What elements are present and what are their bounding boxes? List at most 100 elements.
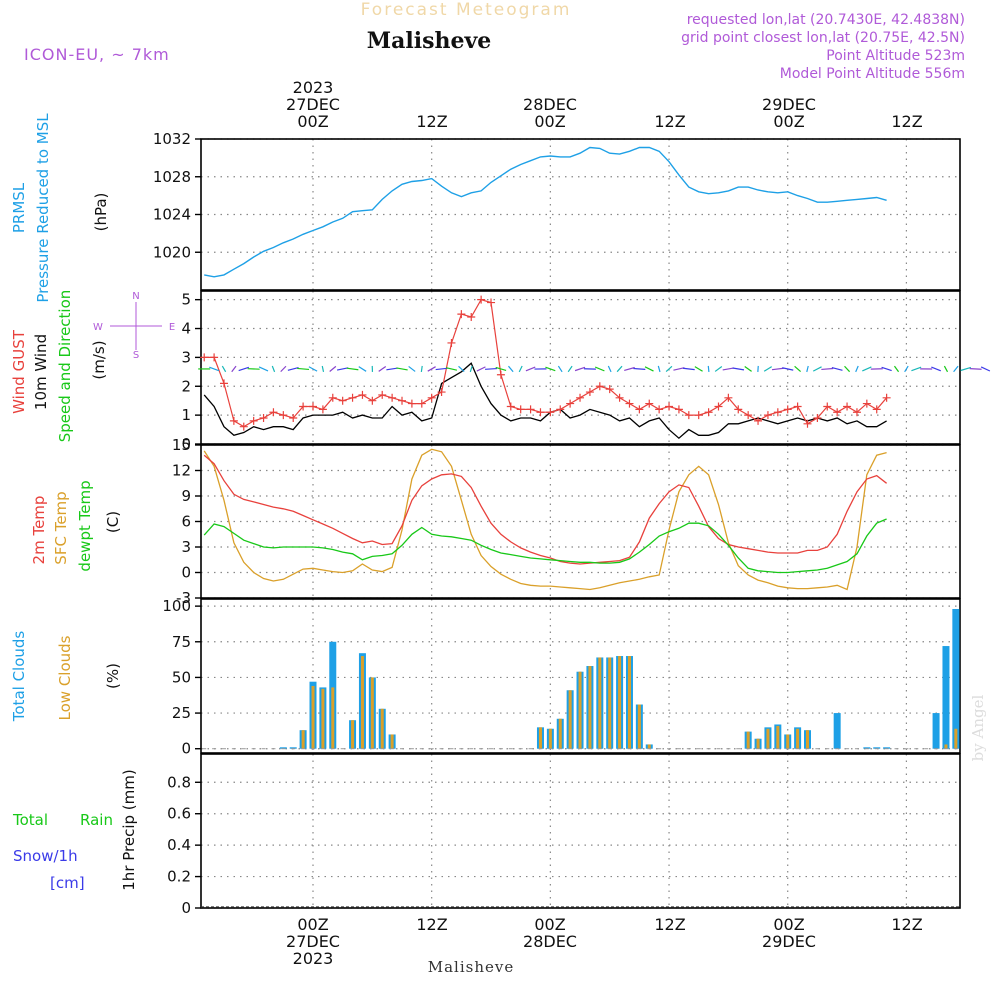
gust-marker [427,393,436,402]
y-tick-label: 1 [181,406,191,424]
prmsl-desc-label: Pressure Reduced to MSL [34,113,52,303]
low-cloud-bar [331,687,335,749]
gust-marker [358,390,367,399]
prmsl-unit-label: (hPa) [92,193,110,232]
top-time-axis: 2023 27DEC 00Z 12Z 28DEC 00Z 12Z 29DEC 0… [286,78,923,131]
wind10-line [203,362,887,440]
gust-marker [526,405,535,414]
gust-marker [694,411,703,420]
low-cloud-bar [786,734,790,749]
y-tick-label: 75 [172,633,191,651]
wind-arrow [812,366,822,372]
gust-marker [724,393,733,402]
gust-marker [388,393,397,402]
gust-marker [477,295,486,304]
wind-dir-label: Speed and Direction [56,290,74,443]
low-cloud-bar [380,708,384,749]
sfc-temp-line [203,448,887,591]
y-tick-label: 0 [181,899,191,917]
bottom-hour-60: 12Z [891,915,922,934]
wind-arrow [904,365,909,373]
gust-marker [348,393,357,402]
gust-marker [595,382,604,391]
wind-arrow [794,365,802,372]
wind-arrow [545,366,556,372]
top-hour-24: 00Z [534,112,565,131]
low-cloud-bar [776,725,780,749]
low-cloud-bar [647,744,651,749]
dewpt-line [203,518,887,574]
wind-arrow [408,365,416,372]
y-tick-label: 15 [172,436,191,454]
gust-marker [309,402,317,411]
gust-marker [318,405,327,414]
gust-marker [744,411,753,420]
total-cloud-bar [932,713,940,749]
gust-marker [852,408,861,417]
temp2m-label: 2m Temp [30,496,48,565]
total-label: Total [12,811,48,829]
wind-arrow [633,367,646,370]
top-date-28: 28DEC [523,95,577,114]
gust-marker [773,408,782,417]
wind-arrow [732,367,745,371]
bottom-date-27: 27DEC [286,932,340,951]
y-tick-label: 3 [181,538,191,556]
wind-arrow [707,365,710,373]
wind-arrow [386,367,398,371]
gust-marker [279,411,288,420]
low-cloud-bar [944,744,948,749]
total-cloud-bar [863,747,871,749]
wind-arrow [378,366,387,372]
low-cloud-bar [568,690,572,749]
wind-arrow [396,367,408,371]
gust-marker [576,393,585,402]
gust-marker [833,408,842,417]
wind-arrow [329,365,337,372]
low-cloud-bar [390,734,394,749]
bottom-date-28: 28DEC [523,932,577,951]
wind-arrow [980,366,991,372]
gust-marker [437,388,446,397]
wind-arrow [321,365,325,373]
wind-arrow [346,367,359,371]
compass-n: N [132,291,139,302]
bottom-hour-24: 00Z [534,915,565,934]
wind-arrow [258,366,269,372]
y-tick-label: 3 [181,348,191,366]
gust-marker [872,405,881,414]
gust-marker [645,399,654,408]
gust-marker [714,402,723,411]
gust-marker [210,353,219,362]
wind-arrow [427,366,436,372]
wind-arrow [665,365,673,373]
pressure-panel: 1020 1024 1028 1032 [153,130,961,291]
top-hour-48: 00Z [773,112,804,131]
credit-watermark: by Angel [969,694,987,761]
low-cloud-bar [558,718,562,749]
top-date-29: 29DEC [762,95,816,114]
panel-frame [200,598,961,754]
low-clouds-label: Low Clouds [56,635,74,720]
gust-marker [249,416,258,425]
wind-arrow [931,366,942,372]
y-tick-label: 0 [181,564,191,582]
y-tick-label: -3 [176,589,191,607]
low-cloud-bar [548,728,552,749]
wind-arrow [806,365,809,373]
low-cloud-bar [301,730,305,749]
low-cloud-bar [321,688,325,749]
gust-marker [269,408,278,417]
gust-marker [585,388,594,397]
low-cloud-bar [578,671,582,749]
total-cloud-bar [873,747,881,749]
wind-arrow [616,365,623,373]
gust-marker [674,405,683,414]
gust-marker [793,402,802,411]
gust-marker [487,298,496,307]
footer-location: Malisheve [428,958,514,976]
wind-unit-label: (m/s) [90,340,108,379]
gust-marker [506,402,515,411]
grid-point-coords: grid point closest lon,lat (20.75E, 42.5… [681,30,965,46]
gust-marker [704,408,713,417]
